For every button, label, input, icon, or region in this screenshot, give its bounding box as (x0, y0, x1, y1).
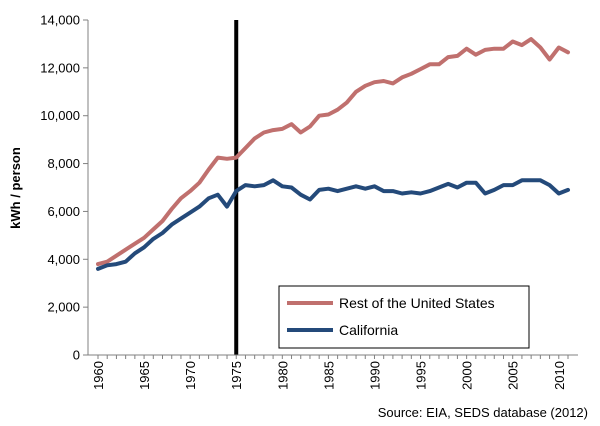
legend-label-california: California (339, 322, 398, 338)
legend: Rest of the United States California (278, 285, 530, 349)
y-axis-title: kWh / person (8, 147, 23, 229)
x-tick-label: 2010 (552, 361, 567, 390)
y-tick-label: 10,000 (40, 108, 80, 123)
y-ticks: 0 2,000 4,000 6,000 8,000 10,000 12,000 14,000 (40, 13, 88, 363)
y-tick-label: 8,000 (47, 156, 80, 171)
series-line-california (96, 178, 570, 271)
x-tick-label: 1985 (321, 361, 336, 390)
x-tick-label: 1965 (137, 361, 152, 390)
y-tick-label: 4,000 (47, 252, 80, 267)
y-tick-label: 2,000 (47, 300, 80, 315)
x-tick-label: 1970 (183, 361, 198, 390)
y-axis-title-group: kWh / person (8, 147, 23, 229)
x-tick-label: 2000 (460, 361, 475, 390)
x-tick-label: 1975 (229, 361, 244, 390)
source-note: Source: EIA, SEDS database (2012) (378, 405, 588, 420)
x-tick-label: 1990 (367, 361, 382, 390)
x-tick-label: 1980 (275, 361, 290, 390)
legend-label-rest-of-us: Rest of the United States (339, 295, 495, 311)
x-tick-label: 2005 (506, 361, 521, 390)
legend-box (278, 285, 530, 349)
x-ticks: 1960 1965 1970 1975 1980 1985 1990 1995 2000 2005… (91, 355, 569, 390)
series-line-rest-of-us (96, 37, 570, 267)
x-tick-label: 1960 (91, 361, 106, 390)
x-tick-label: 1995 (414, 361, 429, 390)
series-layer (96, 37, 570, 271)
axes (87, 20, 578, 356)
y-tick-label: 14,000 (40, 13, 80, 28)
y-tick-label: 0 (73, 348, 80, 363)
y-tick-label: 12,000 (40, 60, 80, 75)
y-tick-label: 6,000 (47, 204, 80, 219)
